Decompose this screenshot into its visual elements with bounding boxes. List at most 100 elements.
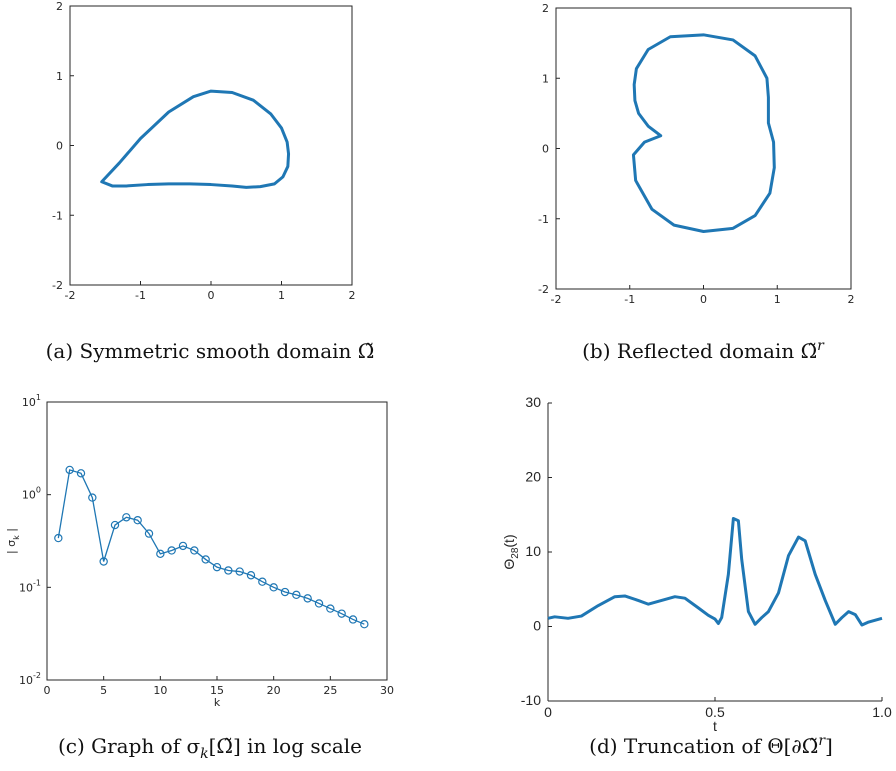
data-point: [156, 549, 165, 559]
y-tick-exponent: 1: [36, 393, 41, 402]
x-tick-label: 30: [380, 684, 394, 697]
x-axis-label: k: [214, 696, 221, 709]
x-tick-label: 0: [208, 289, 215, 302]
data-point: [88, 493, 97, 502]
y-tick-label: 30: [525, 394, 541, 410]
data-point: [212, 562, 222, 572]
caption-d: (d) Truncation of Θ[∂Ω̃r]: [589, 733, 833, 758]
plot-frame: [69, 5, 353, 286]
data-point: [303, 594, 312, 603]
data-point: [348, 615, 358, 624]
x-tick-label: 2: [349, 289, 356, 302]
caption-main: (b) Reflected domain Ω̃: [582, 339, 817, 363]
data-point: [167, 546, 176, 555]
x-tick-label: -1: [135, 289, 146, 302]
data-point: [110, 520, 120, 530]
caption-sub: k: [200, 746, 208, 762]
y-tick-label: 20: [525, 469, 541, 485]
data-point: [99, 557, 108, 566]
y-tick-base: 10: [19, 581, 33, 594]
data-point: [326, 604, 335, 613]
y-tick-label: 1: [56, 70, 63, 83]
y-axis-label-tail: |: [5, 528, 18, 535]
data-point: [76, 469, 86, 478]
x-tick-label: 0: [44, 684, 51, 697]
caption-tail: ]: [825, 734, 833, 758]
caption-b: (b) Reflected domain Ω̃r: [582, 338, 825, 363]
y-axis-label-sub: 28: [510, 547, 521, 559]
y-tick-label: -10: [521, 692, 541, 708]
y-tick-exponent: 0: [36, 486, 41, 495]
caption-main: (c) Graph of σ: [58, 734, 200, 758]
caption-main: (d) Truncation of Θ[∂Ω̃: [589, 734, 818, 758]
y-tick-label: 10: [525, 543, 541, 559]
y-axis-label: | σk |: [5, 528, 21, 554]
y-tick-base: 10: [22, 489, 36, 502]
data-point: [224, 566, 233, 575]
caption-tail: [Ω̃] in log scale: [209, 734, 362, 758]
caption-sup: r: [817, 338, 825, 354]
data-point: [246, 571, 256, 580]
caption-a: (a) Symmetric smooth domain Ω̃: [46, 339, 375, 363]
series-line: [57, 469, 365, 625]
caption-main: (a) Symmetric smooth domain Ω̃: [46, 339, 375, 363]
data-point: [65, 465, 74, 475]
y-tick-base: 10: [22, 396, 36, 409]
y-axis-label: Θ28(t): [501, 534, 521, 569]
x-tick-label: 2: [848, 293, 855, 306]
y-tick-label: 10-1: [19, 578, 41, 594]
data-point: [269, 583, 278, 592]
domain-curve: [631, 33, 776, 234]
y-tick-label: 10-2: [19, 671, 41, 687]
panel-a: -2 -1 0 1 2 -2 -1 0 1 2 (a) Symmetric smooth domai…: [46, 0, 375, 363]
x-tick-label: 0.5: [705, 704, 725, 720]
data-point: [201, 555, 210, 564]
data-point: [190, 546, 199, 555]
data-point: [360, 620, 369, 629]
y-tick-base: 10: [19, 674, 33, 687]
data-point: [258, 577, 267, 586]
data-point: [235, 567, 244, 576]
x-tick-label: -1: [624, 293, 635, 306]
y-tick-label: 0: [542, 143, 549, 156]
x-tick-label: 25: [323, 684, 337, 697]
panel-b: -2 -1 0 1 2 -2 -1 0 1 2 (b) Reflected domain Ω̃r: [538, 2, 854, 363]
data-point: [314, 599, 324, 608]
y-tick-label: -2: [538, 283, 549, 296]
x-tick-label: 10: [153, 684, 167, 697]
x-axis-label: t: [713, 718, 717, 734]
x-tick-label: 20: [267, 684, 281, 697]
domain-curve: [100, 89, 291, 189]
y-tick-label: -2: [52, 279, 63, 292]
y-tick-label: 2: [542, 2, 549, 15]
y-tick-exponent: -2: [33, 671, 41, 680]
data-point: [122, 513, 131, 522]
plot-frame: [555, 7, 852, 290]
y-tick-label: 100: [22, 486, 41, 502]
y-tick-exponent: -1: [33, 578, 41, 587]
x-tick-label: -2: [65, 289, 76, 302]
y-axis-label-sub: k: [12, 535, 21, 540]
y-tick-label: 2: [56, 0, 63, 13]
y-tick-label: -1: [52, 209, 63, 222]
x-tick-label: -2: [551, 293, 562, 306]
data-point: [54, 533, 63, 543]
y-tick-label: 101: [22, 393, 41, 409]
data-point: [280, 587, 290, 597]
x-tick-label: 1: [774, 293, 781, 306]
x-tick-label: 1: [278, 289, 285, 302]
data-point: [133, 516, 142, 525]
y-tick-label: 1: [542, 72, 549, 85]
x-tick-label: 15: [210, 684, 224, 697]
x-tick-label: 0: [544, 704, 552, 720]
y-tick-label: 0: [56, 140, 63, 153]
plot-frame: [46, 401, 388, 681]
y-tick-label: -1: [538, 213, 549, 226]
data-point: [292, 590, 301, 600]
y-axis-label-main: | σ: [5, 540, 18, 554]
y-axis-label-tail: (t): [501, 534, 517, 547]
series-line: [547, 516, 883, 627]
x-tick-label: 1.0: [872, 704, 892, 720]
